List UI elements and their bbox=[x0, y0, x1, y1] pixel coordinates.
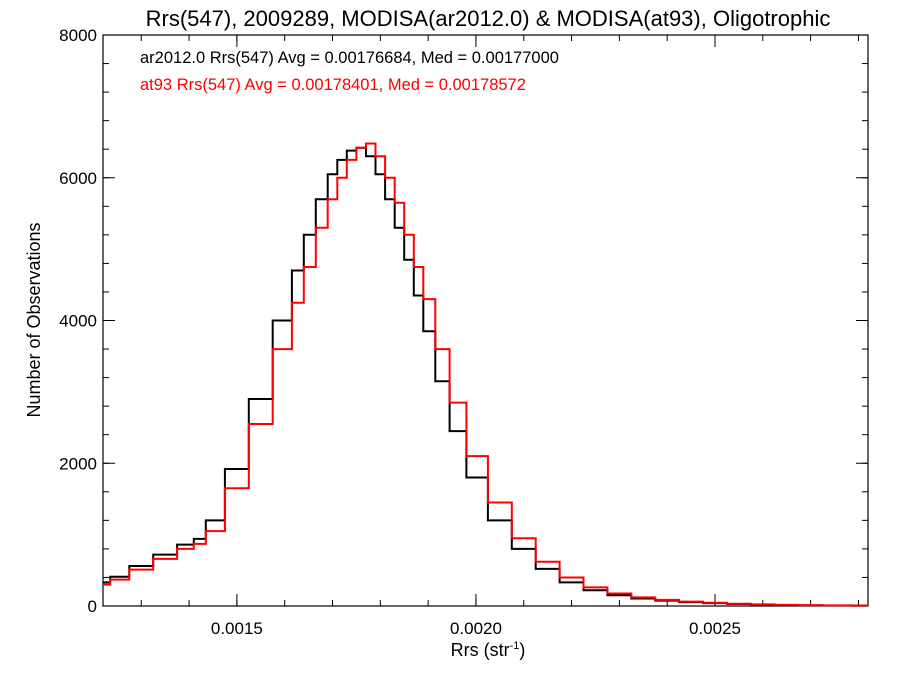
y-axis-label: Number of Observations bbox=[24, 222, 44, 417]
series-line-at93 bbox=[103, 142, 868, 607]
x-tick-label: 0.0025 bbox=[689, 619, 741, 638]
x-axis-label-superscript: -1 bbox=[510, 640, 520, 652]
legend-entry-at93: at93 Rrs(547) Avg = 0.00178401, Med = 0.… bbox=[140, 76, 526, 94]
y-tick-label: 2000 bbox=[59, 454, 97, 473]
chart-title: Rrs(547), 2009289, MODISA(ar2012.0) & MO… bbox=[146, 6, 831, 31]
x-axis-label-close: ) bbox=[519, 640, 525, 660]
y-tick-label: 0 bbox=[88, 597, 97, 616]
x-axis-label-main: Rrs (str bbox=[451, 640, 510, 660]
x-tick-label: 0.0020 bbox=[450, 619, 502, 638]
x-axis-label: Rrs (str-1) bbox=[451, 640, 526, 660]
y-tick-label: 6000 bbox=[59, 169, 97, 188]
y-tick-label: 8000 bbox=[59, 26, 97, 45]
y-tick-label: 4000 bbox=[59, 312, 97, 331]
legend-entry-ar2012-0: ar2012.0 Rrs(547) Avg = 0.00176684, Med … bbox=[140, 49, 559, 67]
plot-area: 0.0015 0.0020 0.0025 0 2000 4000 6000 8000 ar201… bbox=[59, 26, 869, 638]
x-tick-label: 0.0015 bbox=[211, 619, 263, 638]
